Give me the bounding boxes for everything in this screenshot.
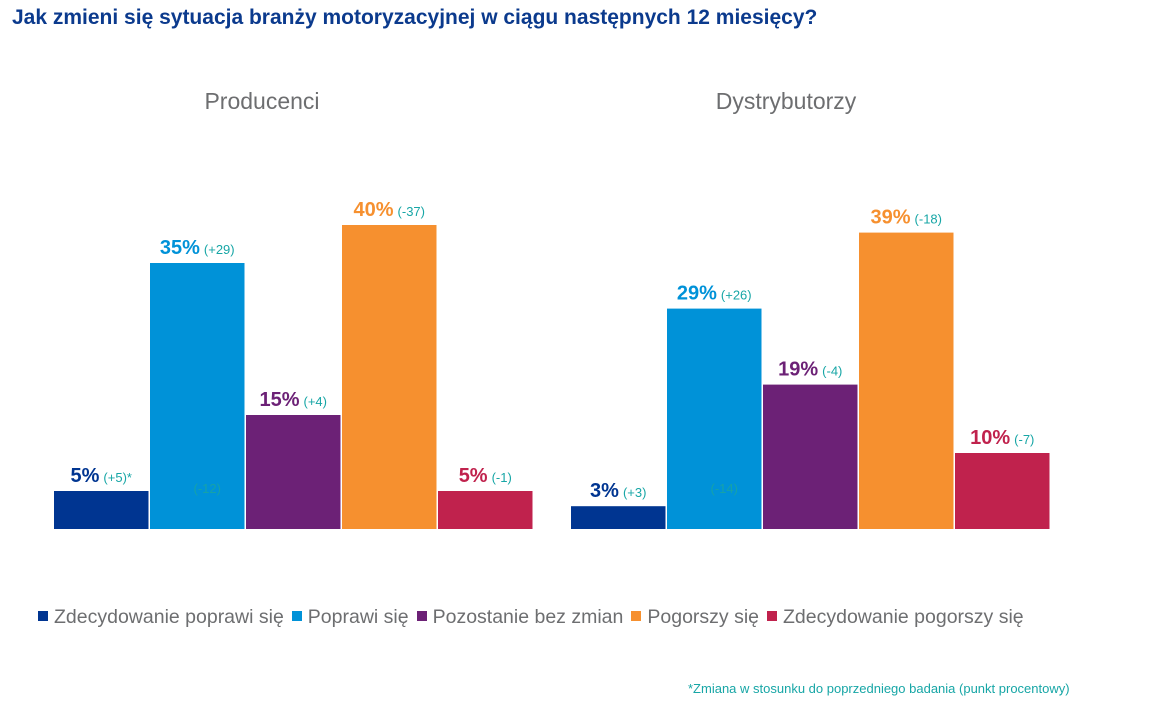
bar-label-1-1: 29% (+26) <box>677 283 752 305</box>
bar-label-0-3: 40% (-37) <box>354 199 425 221</box>
panel-title-dystrybutorzy: Dystrybutorzy <box>715 88 857 114</box>
panel-title-producenci: Producenci <box>204 88 320 114</box>
bar-label-1-4: 10% (-7) <box>970 427 1034 449</box>
legend-item-0: Zdecydowanie poprawi się <box>38 606 284 629</box>
bar-label-1-0: 3% (+3) <box>590 480 646 502</box>
legend-label: Poprawi się <box>307 606 409 628</box>
legend-label: Pozostanie bez zmian <box>432 606 624 628</box>
bar-0-1 <box>150 263 245 529</box>
bar-label-0-0: 5% (+5)* <box>71 465 132 487</box>
bar-1-3 <box>859 232 954 529</box>
bar-0-3 <box>342 225 437 529</box>
chart-title: Jak zmieni się sytuacja branży motoryzac… <box>12 6 818 29</box>
legend-item-2: Pozostanie bez zmian <box>416 606 624 629</box>
legend-swatch <box>767 611 778 621</box>
legend-item-4: Zdecydowanie pogorszy się <box>767 606 1024 629</box>
bar-1-2 <box>763 384 858 529</box>
bar-0-4 <box>438 491 533 529</box>
bar-1-1 <box>667 308 762 529</box>
bar-0-2 <box>246 415 341 529</box>
bar-1-0 <box>571 506 666 529</box>
legend-swatch <box>291 611 302 621</box>
bar-inner-label-1-1: (-14) <box>711 481 738 496</box>
legend-swatch <box>416 611 427 621</box>
bar-0-0 <box>54 491 149 529</box>
legend-item-1: Poprawi się <box>291 606 409 629</box>
legend: Zdecydowanie poprawi się Poprawi się Pozos… <box>38 606 1032 629</box>
bar-inner-label-0-1: (-12) <box>194 481 221 496</box>
footnote: *Zmiana w stosunku do poprzedniego badan… <box>688 681 1070 696</box>
bar-label-1-3: 39% (-18) <box>871 207 942 229</box>
legend-swatch <box>631 611 642 621</box>
bar-label-0-2: 15% (+4) <box>259 389 327 411</box>
bar-1-4 <box>955 453 1050 529</box>
bar-label-1-2: 19% (-4) <box>778 359 842 381</box>
legend-label: Pogorszy się <box>647 606 760 628</box>
legend-swatch <box>38 611 48 621</box>
legend-label: Zdecydowanie pogorszy się <box>783 606 1024 628</box>
bar-label-0-1: 35% (+29) <box>160 237 235 259</box>
legend-item-3: Pogorszy się <box>631 606 759 629</box>
legend-label: Zdecydowanie poprawi się <box>54 606 284 628</box>
bar-label-0-4: 5% (-1) <box>459 465 512 487</box>
